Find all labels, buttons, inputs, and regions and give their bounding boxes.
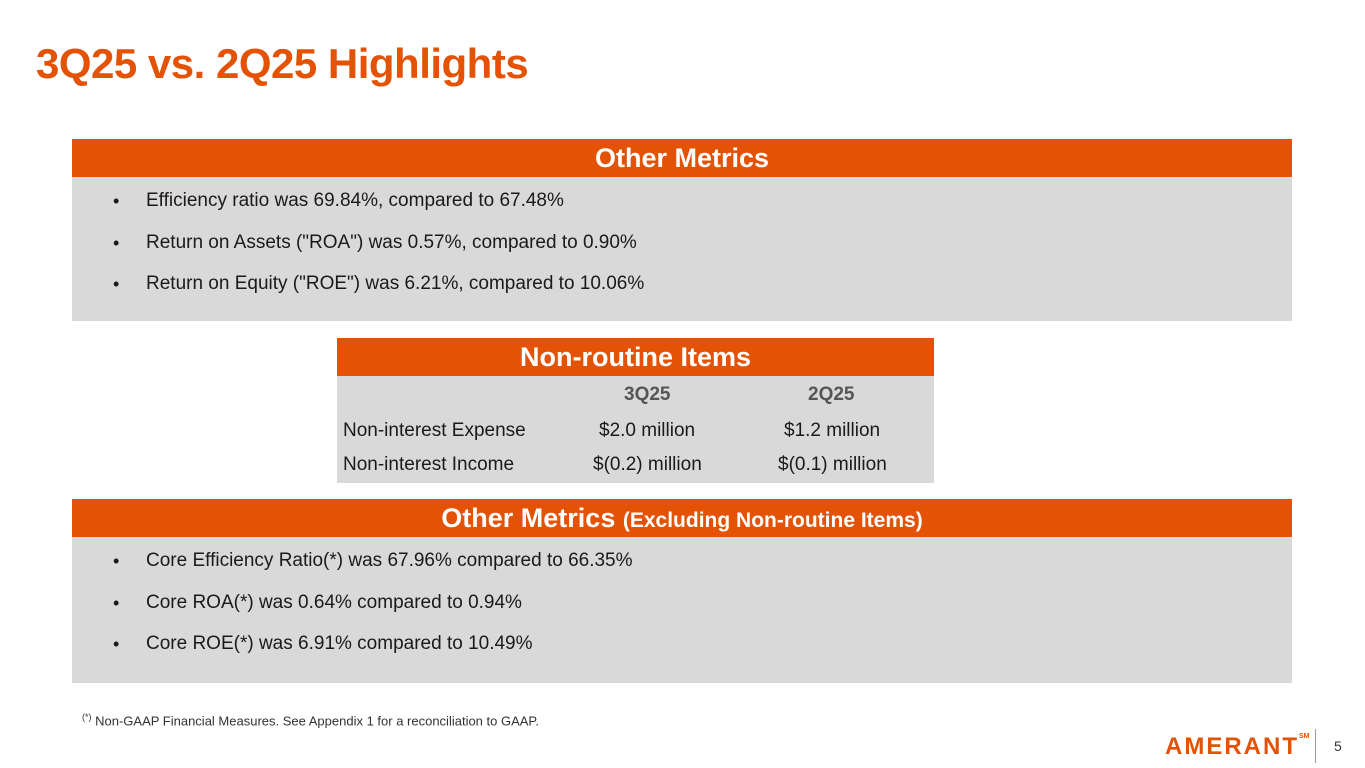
logo-divider <box>1315 729 1316 763</box>
list-item-text: Core Efficiency Ratio(*) was 67.96% comp… <box>146 550 633 571</box>
bullet-icon: • <box>113 592 120 613</box>
list-item: • Efficiency ratio was 69.84%, compared … <box>72 189 1292 231</box>
non-routine-table: Non-routine Items 3Q25 2Q25 Non-interest… <box>337 338 934 483</box>
other-metrics-list: • Efficiency ratio was 69.84%, compared … <box>72 177 1292 314</box>
page-title: 3Q25 vs. 2Q25 Highlights <box>36 40 529 87</box>
bullet-icon: • <box>113 274 120 294</box>
row-label-income: Non-interest Income <box>343 454 515 475</box>
list-item: • Return on Equity ("ROE") was 6.21%, co… <box>72 272 1292 314</box>
cell-expense-2q25: $1.2 million <box>784 420 881 441</box>
row-label-expense: Non-interest Expense <box>343 420 526 441</box>
other-metrics-excl-header: Other Metrics (Excluding Non-routine Ite… <box>72 499 1292 537</box>
list-item: • Core ROA(*) was 0.64% compared to 0.94… <box>72 591 1292 633</box>
bullet-icon: • <box>113 634 120 654</box>
logo-text: AMERANT <box>1165 733 1299 760</box>
other-metrics-header: Other Metrics <box>72 139 1292 177</box>
footnote-text: Non-GAAP Financial Measures. See Appendi… <box>91 713 540 729</box>
header-main: Other Metrics <box>441 503 616 533</box>
cell-income-2q25: $(0.1) million <box>778 454 887 475</box>
other-metrics-panel: Other Metrics • Efficiency ratio was 69.… <box>72 139 1292 321</box>
list-item-text: Return on Assets ("ROA") was 0.57%, comp… <box>146 231 637 253</box>
non-routine-header: Non-routine Items <box>337 338 934 376</box>
list-item-text: Efficiency ratio was 69.84%, compared to… <box>146 190 564 211</box>
bullet-icon: • <box>113 551 120 571</box>
amerant-logo: AMERANTSM <box>1165 733 1310 761</box>
column-header-3q25: 3Q25 <box>624 384 671 405</box>
cell-income-3q25: $(0.2) million <box>593 454 702 475</box>
list-item: • Return on Assets ("ROA") was 0.57%, co… <box>72 231 1292 273</box>
bullet-icon: • <box>113 232 120 253</box>
other-metrics-excl-list: • Core Efficiency Ratio(*) was 67.96% co… <box>72 537 1292 674</box>
cell-expense-3q25: $2.0 million <box>599 420 696 441</box>
bullet-icon: • <box>113 191 120 211</box>
column-header-2q25: 2Q25 <box>808 384 855 405</box>
list-item: • Core Efficiency Ratio(*) was 67.96% co… <box>72 549 1292 591</box>
page-number: 5 <box>1334 738 1342 754</box>
footnote-marker: (*) <box>82 712 92 722</box>
footnote: (*) Non-GAAP Financial Measures. See App… <box>82 712 539 728</box>
list-item-text: Return on Equity ("ROE") was 6.21%, comp… <box>146 273 645 294</box>
list-item-text: Core ROA(*) was 0.64% compared to 0.94% <box>146 591 522 613</box>
list-item-text: Core ROE(*) was 6.91% compared to 10.49% <box>146 633 533 654</box>
header-sub: (Excluding Non-routine Items) <box>622 509 923 532</box>
list-item: • Core ROE(*) was 6.91% compared to 10.4… <box>72 632 1292 674</box>
other-metrics-excl-panel: Other Metrics (Excluding Non-routine Ite… <box>72 499 1292 683</box>
logo-service-mark: SM <box>1299 733 1310 740</box>
